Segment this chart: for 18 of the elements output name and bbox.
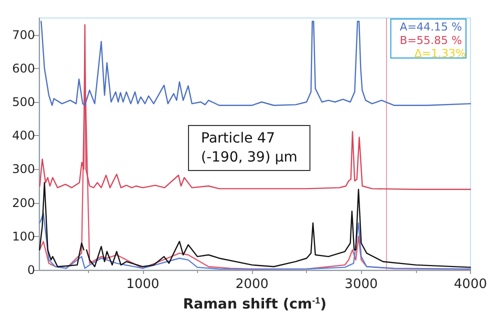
line-series [39,24,472,190]
y-tick-label: 500 [12,95,35,109]
y-tick-label: 700 [12,28,35,42]
annotation: Particle 47 (-190, 39) μm [201,130,298,166]
x-tick-label: 1000 [126,277,160,292]
y-tick-label: 600 [12,61,35,76]
y-tick-label: 400 [12,128,35,143]
y-tick-label: 200 [12,196,35,210]
text: B=55.85 % [400,34,462,47]
x-tick-label: 4000 [454,277,488,292]
y-tick-label: 300 [12,162,35,176]
x-tick-label: 2000 [235,277,269,292]
x-tick-label: 3000 [344,277,378,292]
line-series [40,20,472,106]
y-tick-label: 0 [27,263,35,277]
y-tick-label: 100 [12,229,35,244]
text: A=44.15 % [400,20,462,34]
annotation: Δ=1.33% [414,47,466,60]
